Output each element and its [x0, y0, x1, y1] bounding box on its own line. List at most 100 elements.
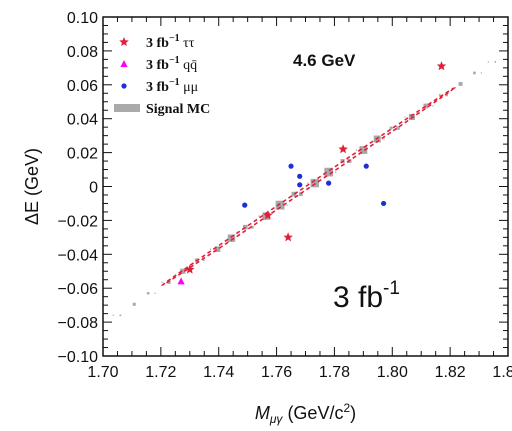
signal-mc-cell: [291, 191, 297, 197]
legend-label-suffix: μμ: [180, 80, 199, 95]
x-axis-title-unit-sup: 2: [343, 401, 350, 415]
signal-mc-cell: [180, 268, 186, 274]
legend-entry-label: 3 fb−1 qq̄: [146, 55, 197, 73]
x-axis-title-unit-post: ): [350, 403, 356, 423]
signal-mc-cell: [299, 192, 303, 196]
legend-marker-star: [119, 37, 129, 46]
y-tick-label: 0.04: [67, 112, 98, 129]
legend-label-suffix: ττ: [180, 36, 195, 51]
signal-mc-cell: [355, 149, 358, 151]
signal-mc-cell: [112, 314, 115, 316]
signal-mc-cell: [161, 281, 163, 283]
signal-mc-cell: [487, 61, 489, 63]
legend-entry-label: 3 fb−1 μμ: [146, 77, 198, 95]
data-point-circle: [381, 200, 387, 207]
y-tick-label: 0.10: [67, 10, 98, 27]
signal-mc-cell: [404, 116, 406, 118]
y-tick-label: −0.06: [58, 281, 99, 298]
signal-mc-cell: [445, 93, 448, 97]
signal-mc-cell: [307, 182, 309, 184]
y-tick-label: −0.10: [58, 349, 99, 366]
luminosity-label-base: 3 fb: [333, 281, 383, 314]
signal-mc-cell: [423, 103, 429, 109]
x-tick-label: 1.76: [261, 364, 292, 381]
legend-label-suffix: qq̄: [180, 58, 198, 73]
axis-ticks: 1.70 1.72 1.74 1.76 1.78 1.80 1.82 1.84 −0.10 −0.…: [58, 10, 512, 381]
signal-region-ellipse: [160, 87, 457, 286]
data-point-star: [185, 264, 195, 274]
y-tick-label: −0.02: [58, 213, 99, 230]
data-point-star: [263, 210, 273, 220]
signal-mc-cell: [473, 71, 476, 75]
signal-mc-cell: [210, 248, 212, 250]
legend-label-sup: −1: [169, 33, 180, 44]
x-tick-label: 1.74: [203, 364, 234, 381]
legend-entry-label: 3 fb−1 ττ: [146, 33, 195, 51]
x-axis-title-unit-pre: (GeV/c: [282, 403, 343, 423]
signal-mc-cell: [119, 314, 122, 317]
legend-label-text: 3 fb: [146, 80, 169, 95]
legend-label-text: 3 fb: [146, 58, 169, 73]
luminosity-label-sup: -1: [383, 278, 400, 299]
y-tick-label: −0.08: [58, 315, 99, 332]
legend-entry-label: Signal MC: [146, 102, 210, 117]
x-tick-label: 1.72: [145, 364, 176, 381]
y-tick-label: 0.02: [67, 146, 98, 163]
x-tick-label: 1.78: [319, 364, 350, 381]
signal-mc-cell: [167, 280, 171, 284]
legend-marker-box: [114, 104, 140, 112]
data-points: [177, 61, 447, 285]
data-point-circle: [288, 163, 294, 169]
x-tick-label: 1.70: [87, 364, 118, 381]
signal-mc-cell: [334, 171, 337, 173]
signal-mc-cell: [286, 204, 288, 206]
x-axis-title: Mμγ (GeV/c2): [255, 401, 356, 426]
data-point-circle: [363, 163, 369, 169]
y-tick-label: −0.04: [58, 247, 99, 264]
signal-mc-cell: [359, 146, 368, 154]
signal-mc-cell: [458, 82, 463, 86]
signal-mc-cell: [132, 302, 136, 306]
signal-mc-cell: [275, 200, 285, 210]
signal-mc-cell: [383, 138, 385, 140]
y-tick-label: 0.08: [67, 44, 98, 61]
signal-mc-cell: [480, 72, 482, 74]
signal-mc-cell: [154, 292, 156, 294]
y-axis-title: ΔE (GeV): [22, 148, 42, 225]
data-point-circle: [297, 173, 303, 179]
legend-marker-triangle: [120, 60, 128, 67]
signal-mc-cell: [324, 167, 333, 177]
legend-marker-circle: [121, 83, 127, 89]
data-point-circle: [297, 182, 303, 188]
signal-mc-distribution: [112, 61, 497, 317]
signal-mc-cell: [214, 246, 221, 252]
data-point-star: [436, 61, 447, 71]
signal-mc-cell: [258, 215, 260, 217]
x-axis-title-main: M: [255, 403, 270, 423]
y-tick-label: 0: [89, 180, 98, 197]
data-point-circle: [242, 202, 248, 208]
legend-label-text: 3 fb: [146, 36, 169, 51]
data-point-triangle: [177, 277, 185, 285]
signal-mc-cell: [250, 225, 254, 229]
data-point-circle: [326, 180, 332, 186]
signal-mc-cell: [202, 259, 205, 262]
y-tick-label: 0.06: [67, 78, 98, 95]
x-tick-label: 1.84: [492, 364, 512, 381]
legend-label-sup: −1: [169, 55, 180, 66]
energy-label: 4.6 GeV: [293, 51, 356, 70]
signal-mc-cell: [494, 61, 497, 63]
x-tick-label: 1.80: [377, 364, 408, 381]
luminosity-label: 3 fb-1: [333, 278, 400, 314]
signal-mc-cell: [389, 126, 393, 130]
signal-mc-cell: [227, 234, 236, 242]
x-tick-label: 1.82: [435, 364, 466, 381]
signal-mc-cell: [438, 94, 441, 96]
legend-label-text: Signal MC: [146, 102, 210, 117]
signal-mc-cell: [396, 126, 400, 130]
legend-label-sup: −1: [169, 77, 180, 88]
x-axis-title-sub: μγ: [269, 412, 284, 426]
data-point-star: [283, 232, 293, 242]
data-point-star: [338, 144, 348, 154]
